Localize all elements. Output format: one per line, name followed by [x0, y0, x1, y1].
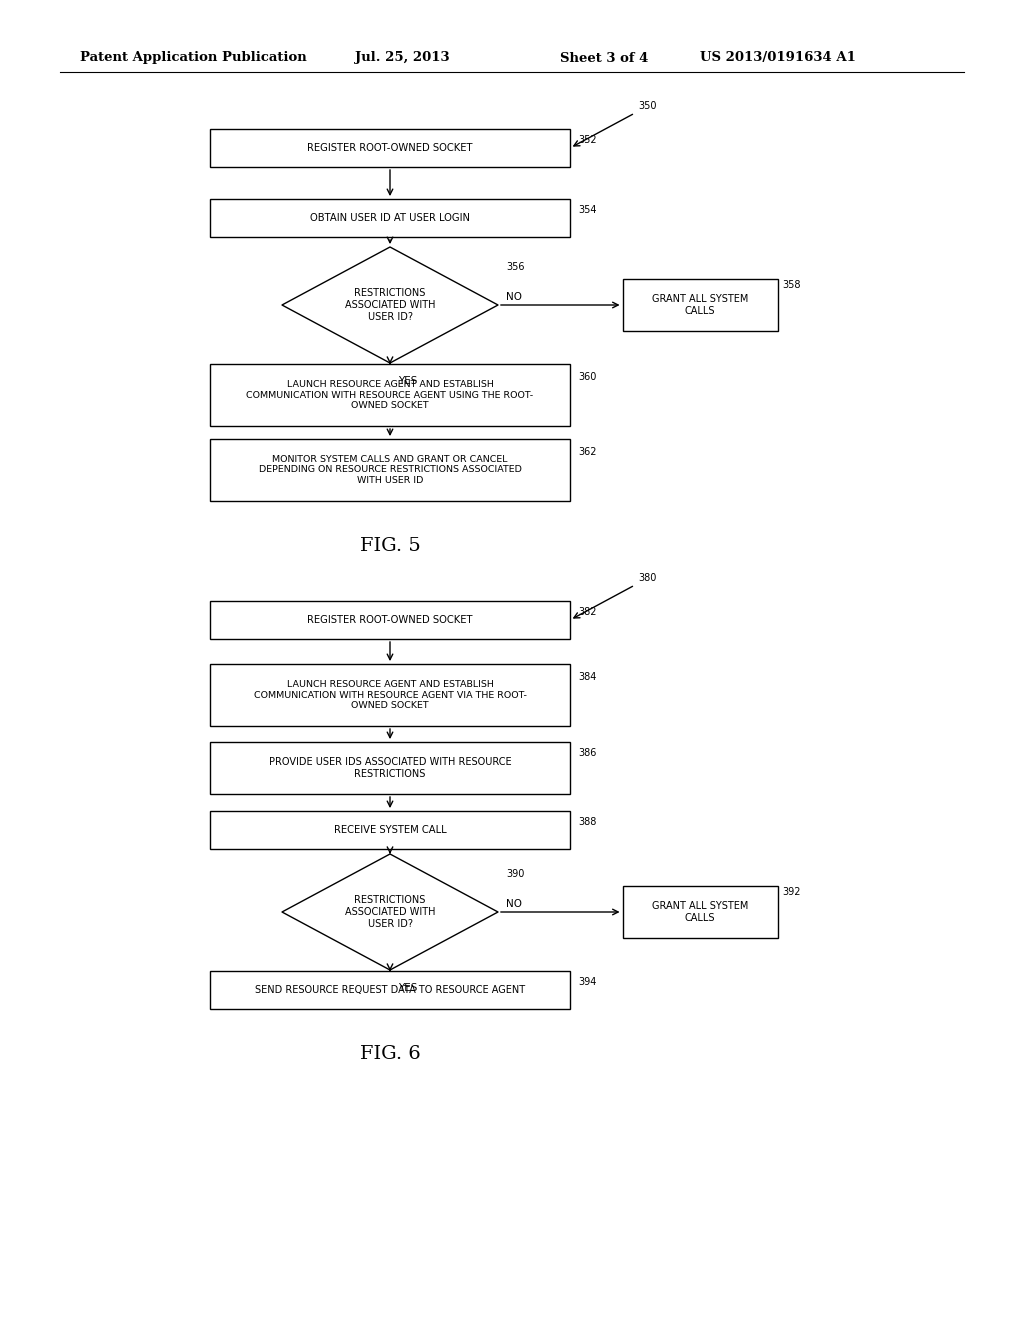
Text: OBTAIN USER ID AT USER LOGIN: OBTAIN USER ID AT USER LOGIN — [310, 213, 470, 223]
Text: YES: YES — [398, 983, 418, 993]
Bar — [210, 664, 570, 726]
Text: 388: 388 — [578, 817, 596, 828]
Text: 360: 360 — [578, 372, 596, 381]
Text: 382: 382 — [578, 607, 597, 616]
Text: REGISTER ROOT-OWNED SOCKET: REGISTER ROOT-OWNED SOCKET — [307, 143, 473, 153]
Text: PROVIDE USER IDS ASSOCIATED WITH RESOURCE
RESTRICTIONS: PROVIDE USER IDS ASSOCIATED WITH RESOURC… — [268, 758, 511, 779]
Text: Sheet 3 of 4: Sheet 3 of 4 — [560, 51, 648, 65]
Bar — [210, 972, 570, 1008]
Bar — [210, 440, 570, 502]
Text: Patent Application Publication: Patent Application Publication — [80, 51, 307, 65]
Text: 354: 354 — [578, 205, 597, 215]
Text: 358: 358 — [782, 280, 801, 290]
Text: NO: NO — [506, 899, 522, 909]
Text: LAUNCH RESOURCE AGENT AND ESTABLISH
COMMUNICATION WITH RESOURCE AGENT VIA THE RO: LAUNCH RESOURCE AGENT AND ESTABLISH COMM… — [254, 680, 526, 710]
Text: FIG. 5: FIG. 5 — [359, 537, 421, 554]
Text: NO: NO — [506, 292, 522, 302]
Bar — [210, 601, 570, 639]
Polygon shape — [282, 247, 498, 363]
Text: YES: YES — [398, 376, 418, 385]
Text: RESTRICTIONS
ASSOCIATED WITH
USER ID?: RESTRICTIONS ASSOCIATED WITH USER ID? — [345, 895, 435, 928]
Bar — [210, 199, 570, 238]
Text: 362: 362 — [578, 447, 597, 457]
Bar — [210, 810, 570, 849]
Text: MONITOR SYSTEM CALLS AND GRANT OR CANCEL
DEPENDING ON RESOURCE RESTRICTIONS ASSO: MONITOR SYSTEM CALLS AND GRANT OR CANCEL… — [259, 455, 521, 484]
Text: FIG. 6: FIG. 6 — [359, 1045, 421, 1063]
Text: 392: 392 — [782, 887, 801, 898]
Polygon shape — [282, 854, 498, 970]
Bar — [210, 129, 570, 168]
Text: 350: 350 — [638, 102, 656, 111]
Text: 356: 356 — [506, 261, 524, 272]
Bar — [210, 742, 570, 795]
Text: 352: 352 — [578, 135, 597, 145]
Text: RECEIVE SYSTEM CALL: RECEIVE SYSTEM CALL — [334, 825, 446, 836]
Text: 384: 384 — [578, 672, 596, 682]
Text: GRANT ALL SYSTEM
CALLS: GRANT ALL SYSTEM CALLS — [652, 294, 749, 315]
Bar — [623, 279, 777, 331]
Text: 390: 390 — [506, 869, 524, 879]
Text: LAUNCH RESOURCE AGENT AND ESTABLISH
COMMUNICATION WITH RESOURCE AGENT USING THE : LAUNCH RESOURCE AGENT AND ESTABLISH COMM… — [247, 380, 534, 411]
Text: REGISTER ROOT-OWNED SOCKET: REGISTER ROOT-OWNED SOCKET — [307, 615, 473, 624]
Text: 380: 380 — [638, 573, 656, 583]
Bar — [210, 364, 570, 426]
Text: US 2013/0191634 A1: US 2013/0191634 A1 — [700, 51, 856, 65]
Text: Jul. 25, 2013: Jul. 25, 2013 — [355, 51, 450, 65]
Text: 394: 394 — [578, 977, 596, 987]
Bar — [623, 886, 777, 939]
Text: SEND RESOURCE REQUEST DATA TO RESOURCE AGENT: SEND RESOURCE REQUEST DATA TO RESOURCE A… — [255, 985, 525, 995]
Text: RESTRICTIONS
ASSOCIATED WITH
USER ID?: RESTRICTIONS ASSOCIATED WITH USER ID? — [345, 288, 435, 322]
Text: 386: 386 — [578, 748, 596, 758]
Text: GRANT ALL SYSTEM
CALLS: GRANT ALL SYSTEM CALLS — [652, 902, 749, 923]
